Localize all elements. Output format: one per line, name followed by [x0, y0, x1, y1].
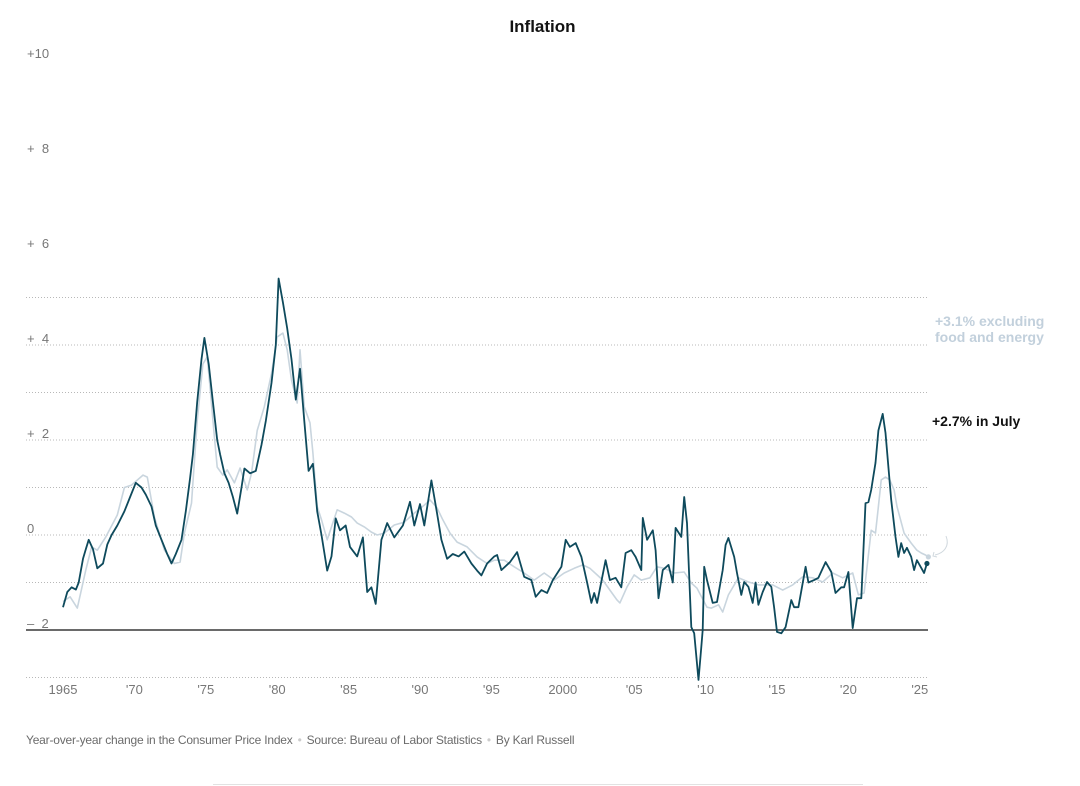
- x-tick-label: '10: [697, 682, 714, 697]
- x-tick-label: '05: [626, 682, 643, 697]
- headline-annotation: +2.7% in July: [932, 413, 1021, 429]
- x-tick-label: '85: [340, 682, 357, 697]
- x-tick-label: '95: [483, 682, 500, 697]
- series-lines: [62, 277, 931, 681]
- annotation-arrowhead: [932, 551, 938, 558]
- cpi-all-items-endpoint: [924, 560, 930, 567]
- bottom-divider: [213, 784, 863, 785]
- x-tick-label: 2000: [548, 682, 577, 697]
- chart-footer: Year-over-year change in the Consumer Pr…: [26, 733, 574, 747]
- y-tick-label: – 2: [27, 616, 49, 631]
- gridlines: [26, 297, 928, 678]
- core-annotation-line-1: +3.1% excluding: [935, 313, 1044, 329]
- chart-byline: By Karl Russell: [495, 733, 575, 747]
- y-tick-label: + 2: [27, 426, 49, 441]
- chart-title: Inflation: [509, 17, 576, 36]
- x-tick-label: '20: [840, 682, 857, 697]
- y-tick-label: + 6: [27, 236, 49, 251]
- y-tick-label: + 8: [27, 141, 49, 156]
- cpi-core-endpoint: [925, 554, 931, 560]
- chart-source: Source: Bureau of Labor Statistics: [306, 733, 483, 747]
- x-tick-label: '80: [269, 682, 286, 697]
- cpi-core-line: [62, 332, 929, 613]
- y-tick-label: + 4: [27, 331, 49, 346]
- chart-description: Year-over-year change in the Consumer Pr…: [26, 733, 293, 747]
- y-tick-label: 0: [27, 521, 34, 536]
- x-tick-label: '15: [769, 682, 786, 697]
- x-tick-label: '25: [911, 682, 928, 697]
- x-tick-label: '90: [412, 682, 429, 697]
- x-axis-ticks: 1965 '70 '75 '80 '85 '90 '95 2000 '05 '10 '15 '20 '2…: [49, 682, 929, 697]
- y-tick-label: +10: [27, 46, 49, 61]
- x-tick-label: '70: [126, 682, 143, 697]
- x-tick-label: '75: [197, 682, 214, 697]
- annotations: +3.1% excluding food and energy +2.7% in…: [932, 313, 1044, 558]
- cpi-all-items-line: [62, 277, 928, 681]
- y-axis-ticks: +10 + 8 + 6 + 4 + 2 0 – 2: [27, 46, 49, 631]
- x-tick-label: 1965: [49, 682, 78, 697]
- footer-separator: •: [297, 733, 302, 747]
- core-annotation-line-2: food and energy: [935, 329, 1044, 345]
- annotation-arrow: [934, 535, 948, 556]
- footer-separator: •: [486, 733, 491, 747]
